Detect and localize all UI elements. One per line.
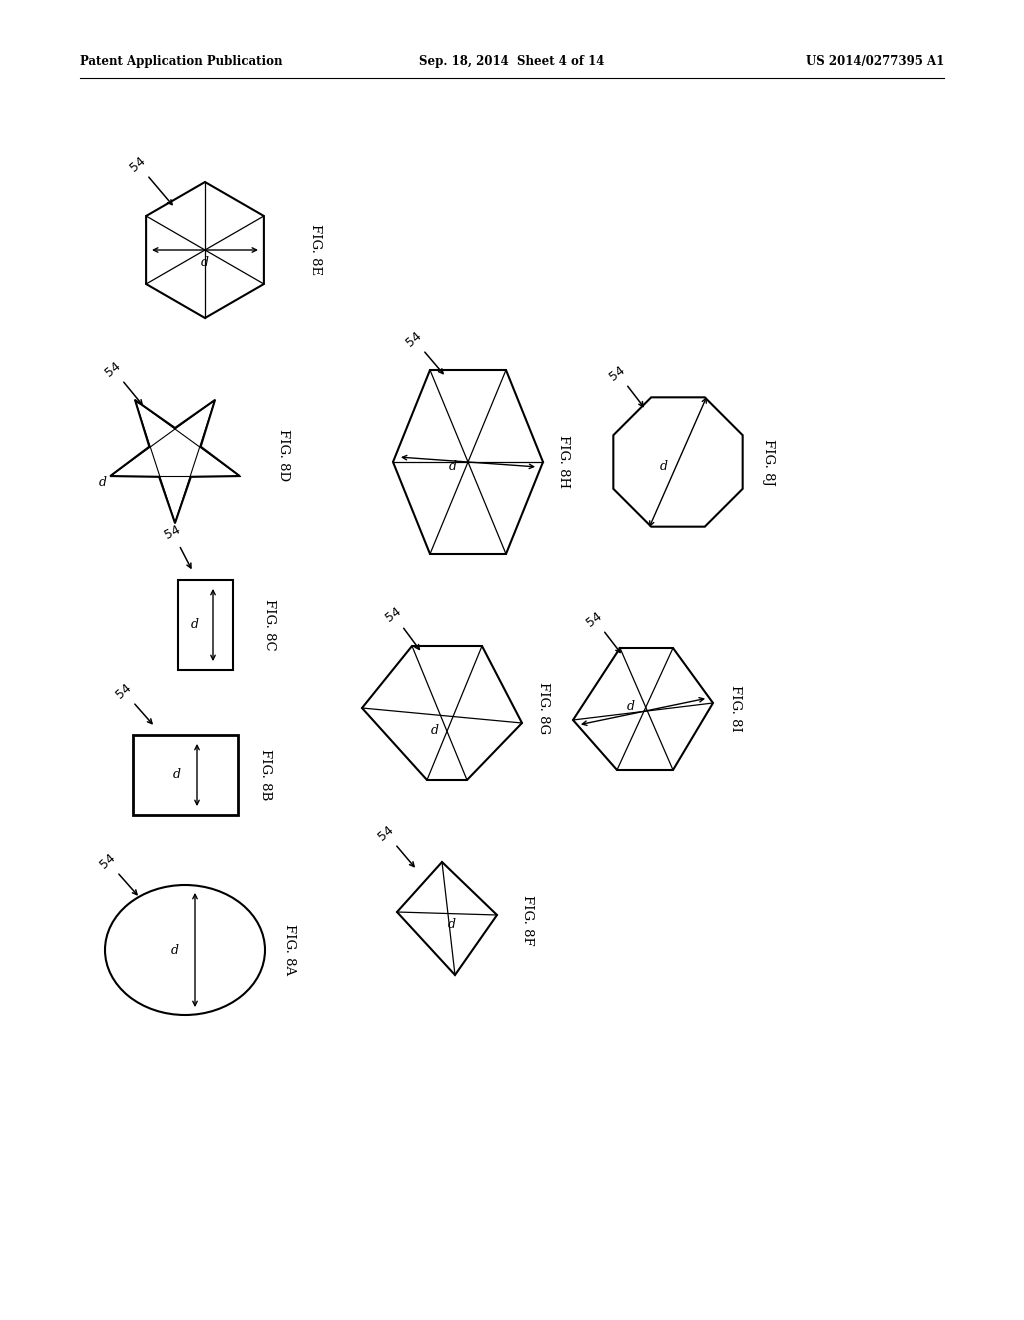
- Text: d: d: [171, 944, 179, 957]
- Text: d: d: [449, 461, 457, 474]
- Text: FIG. 8A: FIG. 8A: [284, 924, 297, 975]
- Text: FIG. 8C: FIG. 8C: [263, 599, 276, 651]
- Text: 54: 54: [114, 681, 134, 702]
- Bar: [177, 579, 232, 671]
- Text: 54: 54: [585, 609, 605, 628]
- Text: FIG. 8B: FIG. 8B: [258, 750, 271, 801]
- Text: FIG. 8H: FIG. 8H: [556, 436, 569, 488]
- Text: d: d: [627, 700, 635, 713]
- Text: d: d: [660, 461, 668, 474]
- Text: 54: 54: [97, 851, 118, 871]
- Bar: [132, 735, 238, 814]
- Text: 54: 54: [383, 605, 403, 624]
- Text: FIG. 8E: FIG. 8E: [308, 224, 322, 276]
- Text: Sep. 18, 2014  Sheet 4 of 14: Sep. 18, 2014 Sheet 4 of 14: [419, 55, 605, 69]
- Text: 54: 54: [102, 359, 123, 379]
- Text: US 2014/0277395 A1: US 2014/0277395 A1: [806, 55, 944, 69]
- Text: FIG. 8G: FIG. 8G: [538, 682, 551, 734]
- Text: 54: 54: [403, 329, 424, 350]
- Text: Patent Application Publication: Patent Application Publication: [80, 55, 283, 69]
- Text: d: d: [449, 919, 456, 932]
- Text: FIG. 8J: FIG. 8J: [762, 438, 774, 486]
- Text: 54: 54: [163, 523, 182, 543]
- Text: d: d: [191, 619, 199, 631]
- Text: d: d: [99, 477, 106, 490]
- Text: 54: 54: [128, 154, 148, 174]
- Text: d: d: [201, 256, 209, 268]
- Text: d: d: [173, 768, 181, 781]
- Text: d: d: [431, 723, 439, 737]
- Text: FIG. 8D: FIG. 8D: [276, 429, 290, 480]
- Text: 54: 54: [607, 363, 628, 383]
- Text: 54: 54: [376, 824, 396, 843]
- Text: FIG. 8I: FIG. 8I: [728, 685, 741, 731]
- Text: FIG. 8F: FIG. 8F: [520, 895, 534, 945]
